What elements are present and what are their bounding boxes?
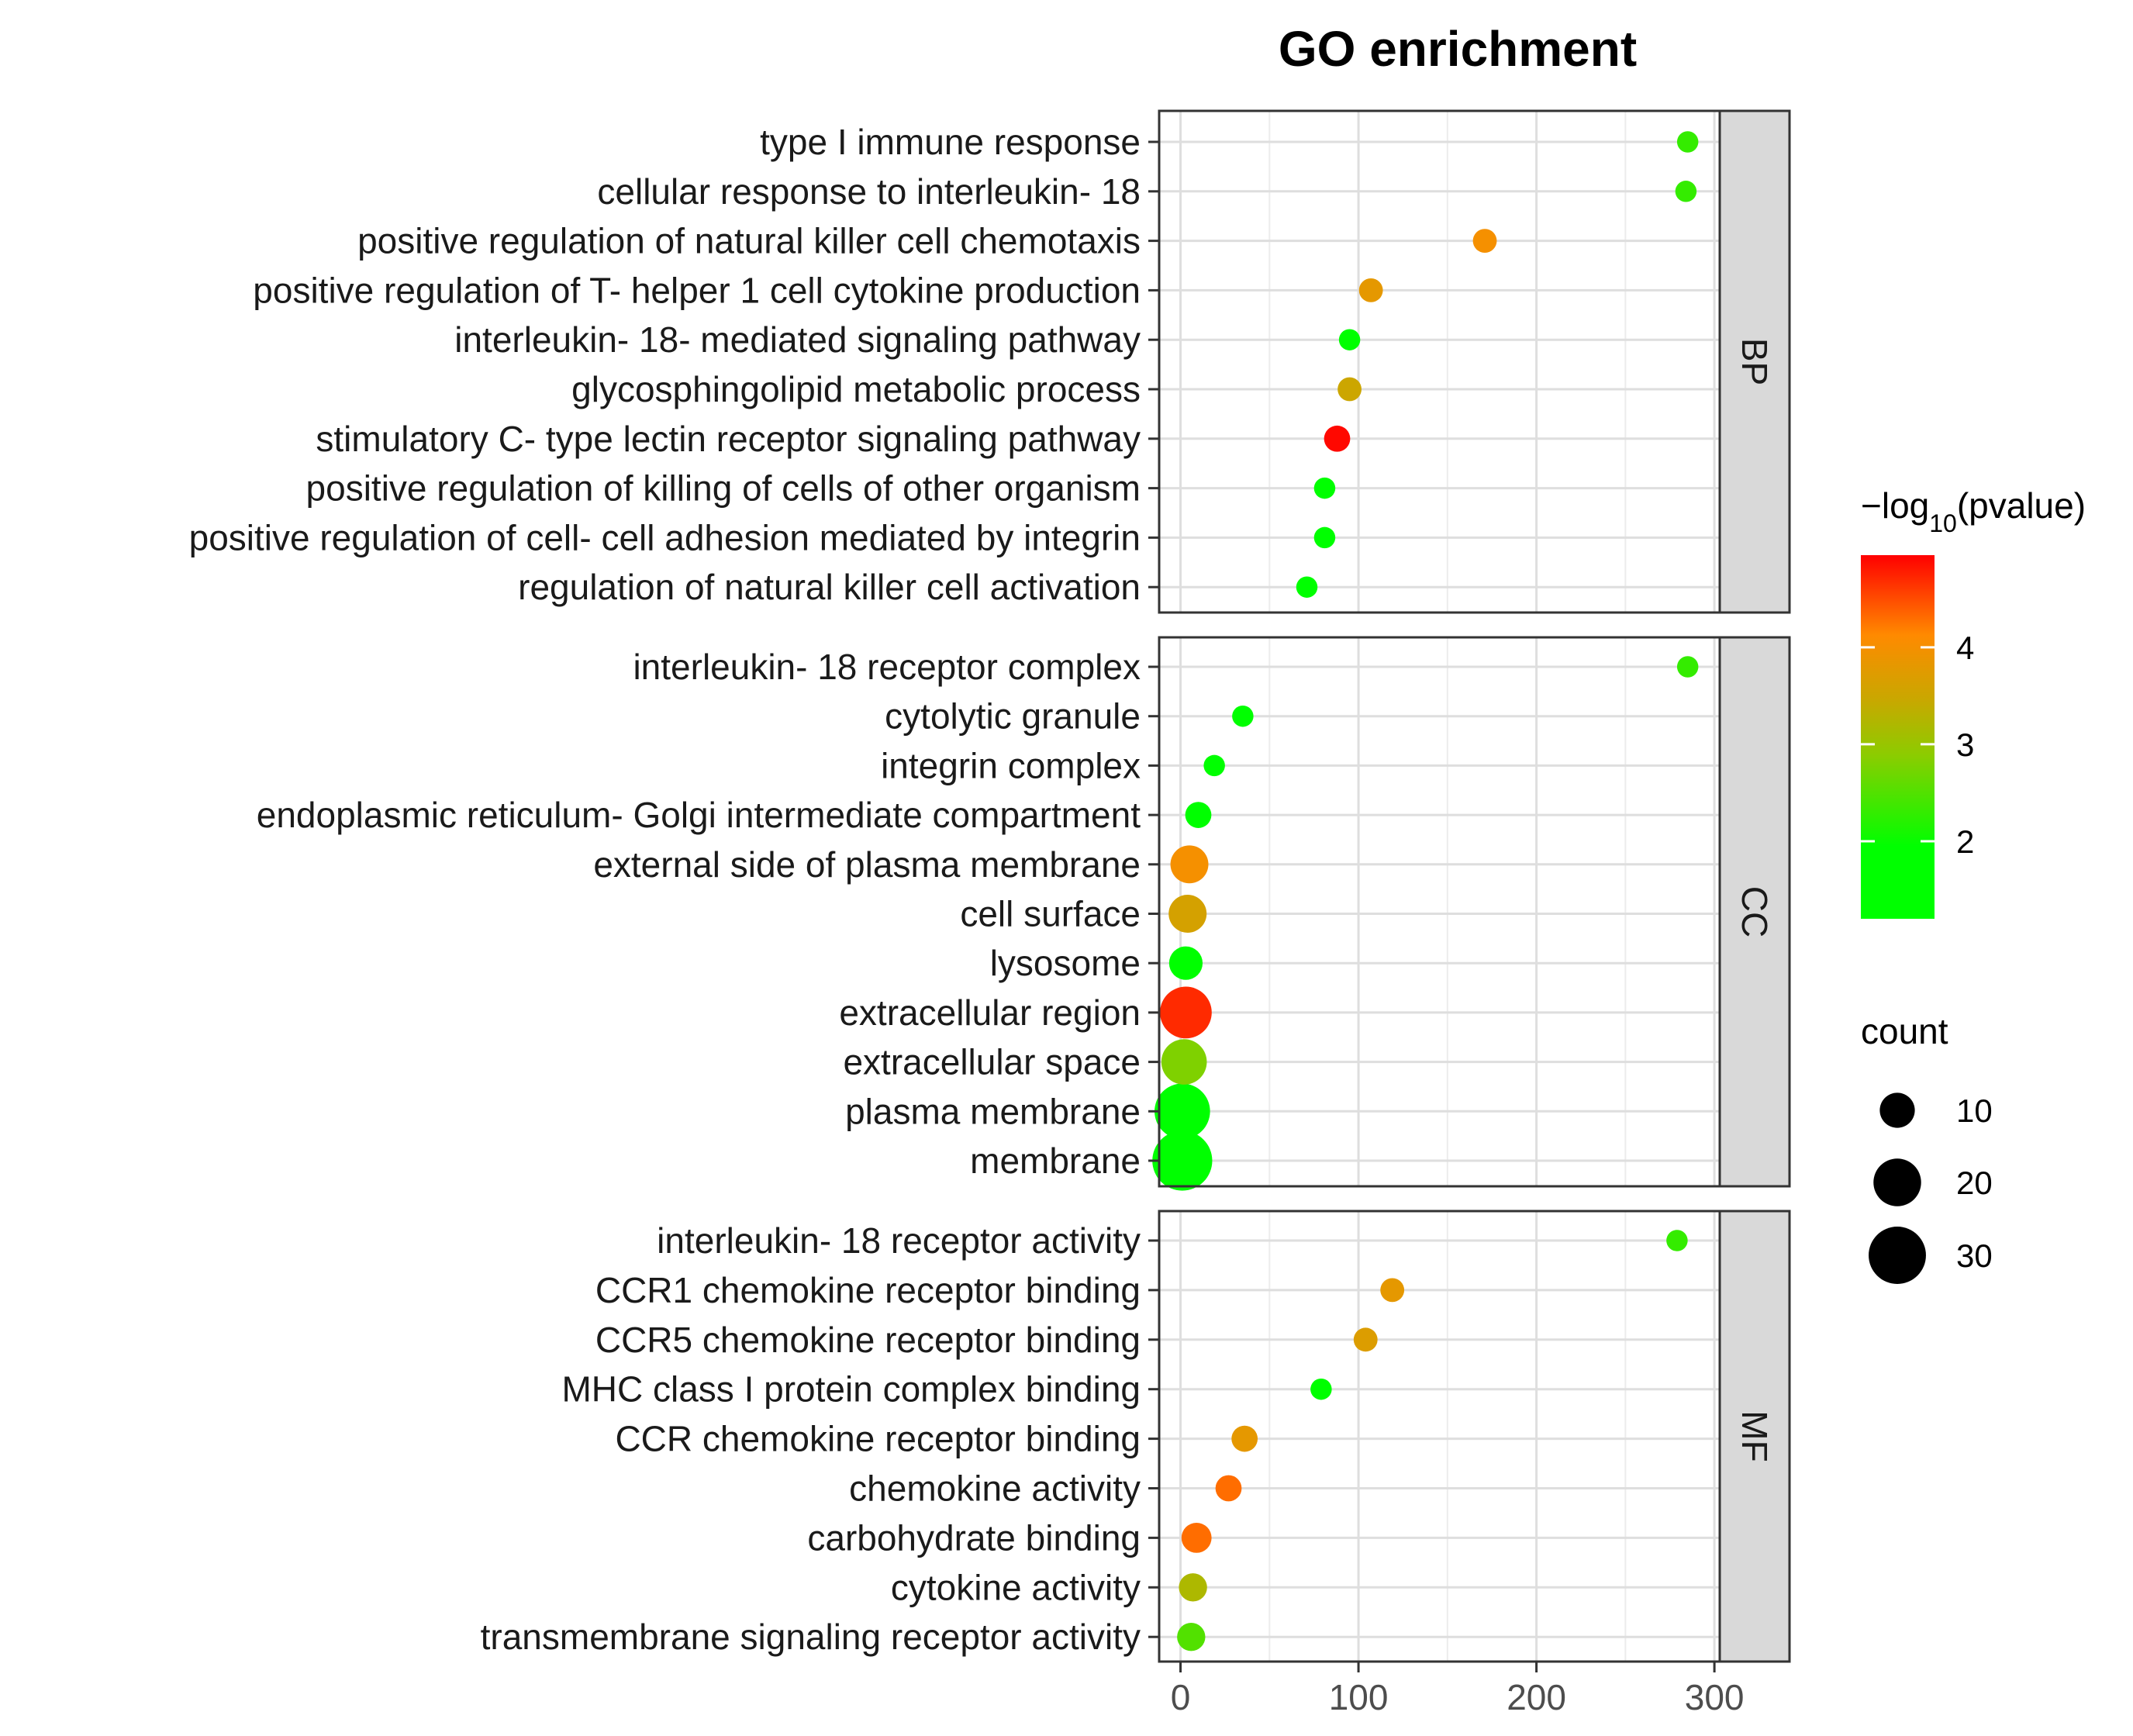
term-label: glycosphingolipid metabolic process (571, 369, 1141, 409)
facet-panel-mf: interleukin- 18 receptor activity CCR1 ch… (481, 1210, 1791, 1663)
data-point (1179, 1573, 1207, 1602)
legend: −log10(pvalue) 2 3 4 count 10 20 30 (1861, 485, 2086, 1284)
x-axis: 0 100 200 300 (1171, 1662, 1745, 1717)
term-label: cell surface (960, 894, 1141, 934)
data-point (1675, 181, 1697, 202)
data-point (1155, 1083, 1210, 1140)
size-legend-label: 10 (1956, 1092, 1993, 1129)
term-label: cytokine activity (891, 1567, 1141, 1607)
term-label: CCR5 chemokine receptor binding (595, 1320, 1141, 1360)
data-point (1232, 705, 1254, 727)
term-label: integrin complex (881, 745, 1141, 785)
data-point (1353, 1327, 1378, 1352)
data-point (1177, 1623, 1206, 1651)
data-point (1310, 1378, 1332, 1400)
term-label: cellular response to interleukin- 18 (597, 171, 1141, 212)
data-point (1380, 1278, 1405, 1303)
size-legend-label: 20 (1956, 1165, 1993, 1201)
data-point (1338, 329, 1361, 350)
data-point (1231, 1425, 1258, 1452)
term-label: CCR1 chemokine receptor binding (595, 1270, 1141, 1310)
facet-panel-cc: interleukin- 18 receptor complex cytolyti… (257, 636, 1791, 1191)
panels-layer: type I immune response cellular response … (189, 109, 1791, 1663)
term-label: chemokine activity (849, 1469, 1141, 1509)
term-label: lysosome (990, 943, 1141, 983)
term-label: membrane (970, 1141, 1141, 1181)
x-tick-label: 200 (1507, 1677, 1566, 1717)
data-point (1185, 802, 1212, 828)
x-tick-label: 0 (1171, 1677, 1191, 1717)
facet-strip-label: MF (1734, 1410, 1775, 1462)
term-label: plasma membrane (845, 1091, 1141, 1131)
data-point (1215, 1475, 1242, 1502)
panel-background (1159, 637, 1720, 1186)
size-legend-label: 30 (1956, 1237, 1993, 1274)
data-point (1168, 895, 1207, 933)
term-label: regulation of natural killer cell activa… (518, 567, 1141, 607)
term-label: extracellular space (843, 1042, 1141, 1082)
x-tick-label: 300 (1685, 1677, 1745, 1717)
data-point (1324, 425, 1351, 452)
facet-strip-label: CC (1734, 886, 1775, 937)
data-point (1152, 1130, 1213, 1191)
data-point (1160, 986, 1212, 1039)
panel-background (1159, 111, 1720, 613)
data-point (1313, 477, 1336, 499)
term-label: positive regulation of natural killer ce… (357, 221, 1141, 261)
colorbar-tick-label: 4 (1956, 630, 1974, 666)
facet-panel-bp: type I immune response cellular response … (189, 109, 1791, 614)
size-legend-key (1869, 1227, 1926, 1284)
term-label: interleukin- 18 receptor activity (657, 1220, 1141, 1261)
term-label: carbohydrate binding (807, 1517, 1141, 1558)
x-tick-label: 100 (1329, 1677, 1389, 1717)
data-point (1296, 576, 1318, 598)
facet-strip-label: BP (1734, 338, 1775, 385)
term-label: external side of plasma membrane (593, 844, 1141, 885)
term-label: cytolytic granule (885, 696, 1141, 737)
data-point (1170, 845, 1209, 884)
term-label: interleukin- 18 receptor complex (633, 647, 1141, 687)
term-label: positive regulation of killing of cells … (306, 468, 1141, 509)
data-point (1358, 278, 1383, 302)
term-label: stimulatory C- type lectin receptor sign… (316, 419, 1141, 459)
term-label: positive regulation of T- helper 1 cell … (253, 270, 1141, 310)
term-label: interleukin- 18- mediated signaling path… (454, 319, 1141, 360)
term-label: positive regulation of cell- cell adhesi… (189, 517, 1141, 557)
term-label: transmembrane signaling receptor activit… (481, 1617, 1141, 1657)
data-point (1676, 131, 1699, 153)
color-legend-title: −log10(pvalue) (1861, 485, 2086, 537)
facet-strip (1718, 1210, 1791, 1663)
data-point (1168, 946, 1203, 980)
term-label: CCR chemokine receptor binding (615, 1419, 1141, 1459)
facet-strip (1718, 636, 1791, 1188)
size-legend-title: count (1861, 1011, 1948, 1051)
data-point (1161, 1039, 1207, 1085)
data-point (1472, 229, 1497, 253)
data-point (1676, 656, 1699, 678)
term-label: endoplasmic reticulum- Golgi intermediat… (257, 795, 1141, 835)
data-point (1666, 1230, 1688, 1251)
colorbar (1861, 555, 1935, 919)
term-label: type I immune response (760, 122, 1141, 162)
facet-strip (1718, 109, 1791, 614)
term-label: MHC class I protein complex binding (561, 1369, 1141, 1410)
data-point (1181, 1522, 1212, 1553)
size-legend-key (1873, 1158, 1921, 1206)
term-label: extracellular region (839, 992, 1141, 1033)
colorbar-tick-label: 2 (1956, 823, 1974, 860)
size-legend-key (1879, 1092, 1915, 1128)
data-point (1313, 526, 1336, 549)
data-point (1337, 377, 1362, 402)
data-point (1203, 754, 1225, 777)
chart-title: GO enrichment (1279, 21, 1637, 77)
colorbar-tick-label: 3 (1956, 726, 1974, 763)
